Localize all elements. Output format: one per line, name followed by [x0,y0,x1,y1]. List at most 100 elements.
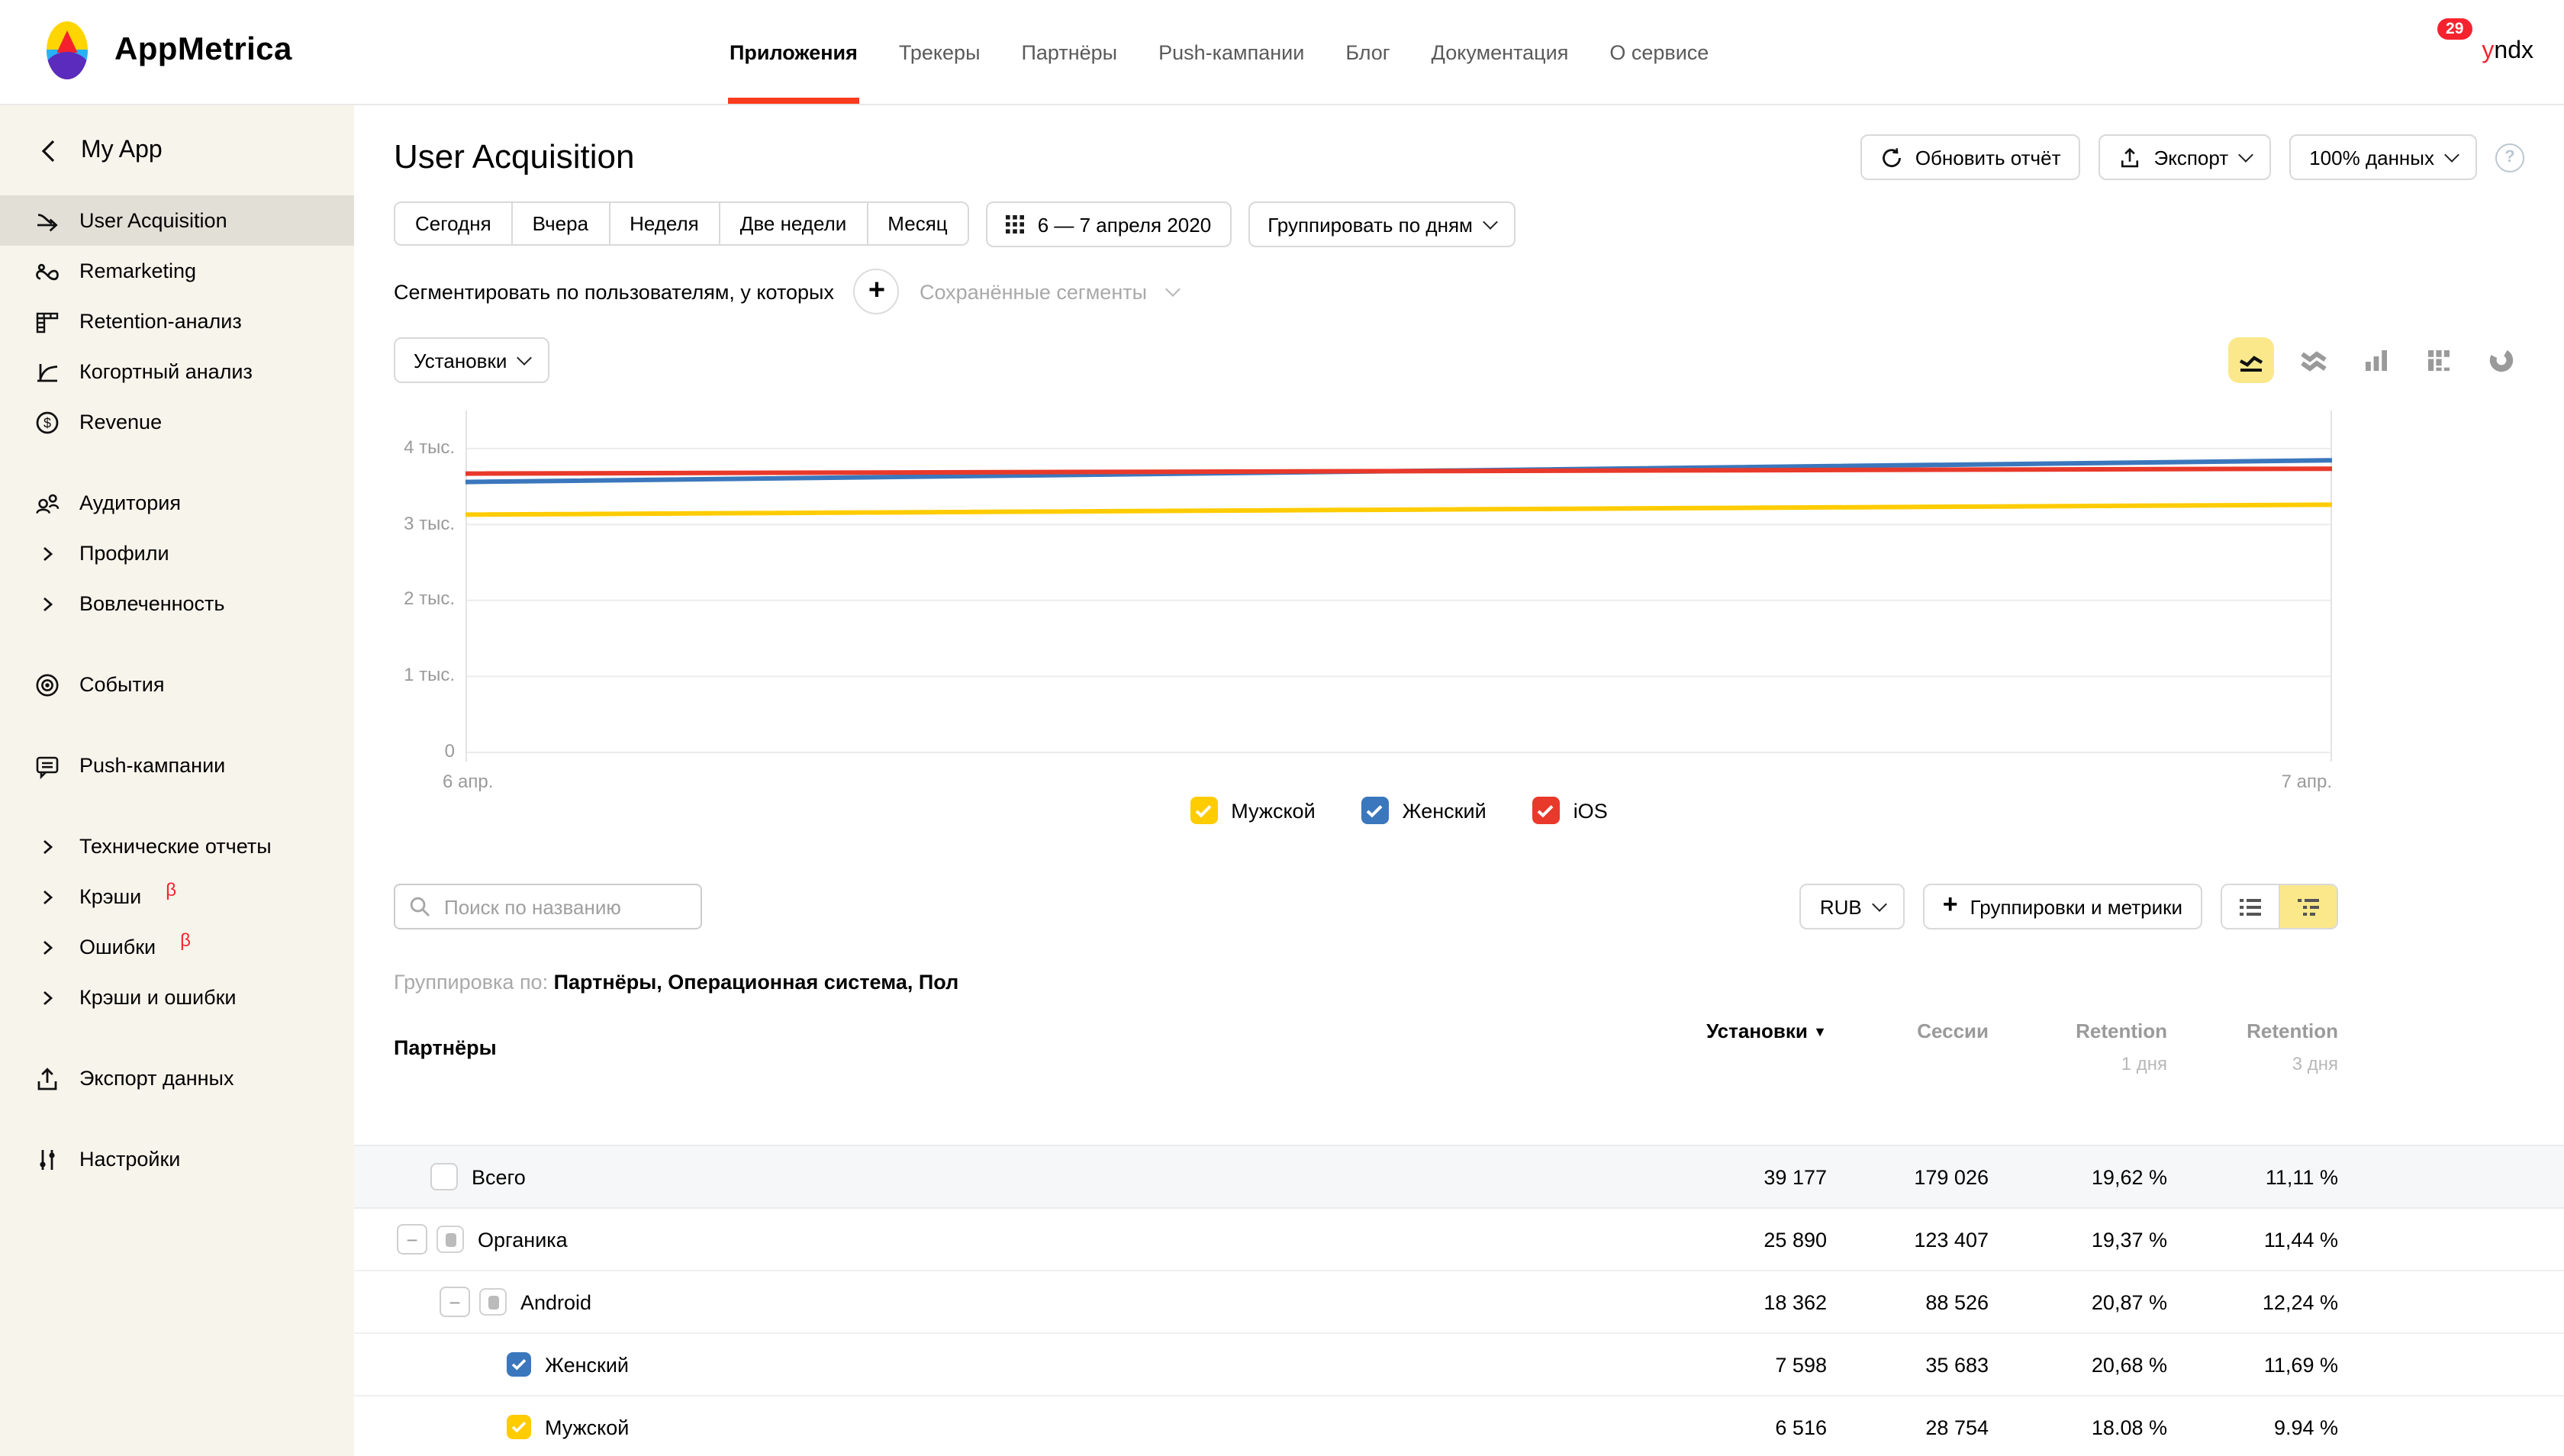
legend-item-male[interactable]: Мужской [1190,797,1316,824]
retention3-value: 11,69 % [2263,1353,2338,1376]
refresh-report-button[interactable]: Обновить отчёт [1860,134,2081,180]
table-row-total[interactable]: Всего 39 177 179 026 19,62 % 11,11 % [354,1145,2564,1209]
sessions-value: 35 683 [1925,1353,1989,1376]
sidebar-item-remarketing[interactable]: Remarketing [0,246,354,296]
line-chart[interactable] [465,411,2332,762]
x-axis-label-start: 6 апр. [443,771,494,792]
table-row-android[interactable]: − Android 18 362 88 526 20,87 % 12,24 % [354,1271,2564,1334]
metric-row: Установки [394,337,2524,383]
checkbox-empty[interactable] [430,1163,458,1190]
table-row-organic[interactable]: − Органика 25 890 123 407 19,37 % 11,44 … [354,1209,2564,1271]
segmentation-row: Сегментировать по пользователям, у котор… [394,269,2524,314]
preset-week[interactable]: Неделя [608,203,719,244]
nav-about[interactable]: О сервисе [1609,40,1709,63]
table-row-female[interactable]: Женский 7 598 35 683 20,68 % 11,69 % [354,1334,2564,1396]
chart-type-pie[interactable] [2479,337,2524,383]
sidebar-item-push-campaigns[interactable]: Push-кампании [0,740,354,791]
nav-blog[interactable]: Блог [1345,40,1390,63]
chevron-right-icon [34,590,61,617]
installs-value: 18 362 [1764,1290,1827,1313]
collapse-button[interactable]: − [440,1287,470,1317]
currency-dropdown[interactable]: RUB [1799,884,1905,929]
column-sessions[interactable]: Сессии [1917,1020,1989,1042]
preset-yesterday[interactable]: Вчера [511,203,609,244]
search-icon [409,896,430,917]
checkbox-indeterminate[interactable] [479,1288,507,1316]
sidebar-item-crashes[interactable]: Крэши β [0,871,354,922]
column-installs-sorted[interactable]: Установки ▼ [1706,1020,1827,1042]
sidebar-item-crashes-errors[interactable]: Крэши и ошибки [0,972,354,1023]
collapse-button[interactable]: − [397,1224,427,1255]
help-icon[interactable]: ? [2495,143,2524,172]
chart-type-area[interactable] [2291,337,2337,383]
metric-selector-dropdown[interactable]: Установки [394,337,550,383]
legend-item-ios[interactable]: iOS [1532,797,1608,824]
data-sampling-button[interactable]: 100% данных [2289,134,2477,180]
checkbox-checked-icon[interactable] [1190,797,1218,824]
export-button[interactable]: Экспорт [2099,134,2272,180]
table-row-male[interactable]: Мужской 6 516 28 754 18.08 % 9.94 % [354,1396,2564,1456]
sidebar-item-revenue[interactable]: $ Revenue [0,397,354,447]
chevron-right-icon [34,833,61,860]
groupings-metrics-button[interactable]: + Группировки и метрики [1922,884,2202,929]
retention-table-icon [34,308,61,335]
sidebar-item-audience[interactable]: Аудитория [0,478,354,528]
chart-type-line[interactable] [2228,337,2274,383]
preset-two-weeks[interactable]: Две недели [718,203,867,244]
nav-partners[interactable]: Партнёры [1021,40,1118,63]
avatar[interactable]: 29 [2401,15,2476,79]
sidebar-item-events[interactable]: События [0,659,354,710]
nav-apps[interactable]: Приложения [728,0,859,104]
checkbox-checked-icon[interactable] [1361,797,1389,824]
chevron-down-icon [1164,282,1180,297]
username[interactable]: yndx [2482,37,2533,63]
chart-type-stacked[interactable] [2416,337,2462,383]
column-retention-3[interactable]: Retention [2247,1020,2338,1042]
legend-item-female[interactable]: Женский [1361,797,1487,824]
table-view-toggle [2221,884,2338,929]
group-by-dropdown[interactable]: Группировать по дням [1248,201,1516,247]
checkbox-indeterminate[interactable] [436,1226,464,1253]
date-preset-group: Сегодня Вчера Неделя Две недели Месяц [394,201,969,246]
chart-type-bar[interactable] [2353,337,2399,383]
date-range-picker[interactable]: 6 — 7 апреля 2020 [985,201,1232,247]
segment-label: Сегментировать по пользователям, у котор… [394,280,834,303]
y-axis-tick: 3 тыс. [404,512,455,534]
search-input[interactable] [441,894,687,920]
nav-push-campaigns[interactable]: Push-кампании [1158,40,1305,63]
notification-badge[interactable]: 29 [2434,15,2476,43]
sidebar-item-cohort[interactable]: Когортный анализ [0,346,354,397]
preset-month[interactable]: Месяц [866,203,968,244]
flat-list-view-button[interactable] [2222,885,2279,928]
chevron-down-icon [2444,147,2459,163]
page-title: User Acquisition [394,137,635,176]
sidebar-item-data-export[interactable]: Экспорт данных [0,1053,354,1103]
grouping-value[interactable]: Партнёры, Операционная система, Пол [553,971,959,994]
checkbox-checked-icon[interactable] [1532,797,1560,824]
back-to-apps[interactable]: My App [0,104,354,195]
sidebar-item-user-acquisition[interactable]: User Acquisition [0,195,354,246]
sidebar-item-retention[interactable]: Retention-анализ [0,296,354,346]
sidebar-item-profiles[interactable]: Профили [0,528,354,578]
checkbox-checked-blue[interactable] [507,1352,531,1377]
sidebar-item-settings[interactable]: Настройки [0,1134,354,1184]
column-partners[interactable]: Партнёры [394,1036,497,1058]
tree-view-button[interactable] [2279,885,2337,928]
checkbox-checked-yellow[interactable] [507,1415,531,1439]
user-menu[interactable]: 29 yndx [2401,15,2533,79]
retention1-value: 19,37 % [2091,1228,2167,1251]
column-retention-1[interactable]: Retention [2076,1020,2167,1042]
add-segment-button[interactable]: + [853,269,900,314]
nav-trackers[interactable]: Трекеры [898,40,981,63]
sidebar-item-tech-reports[interactable]: Технические отчеты [0,821,354,871]
sidebar-item-errors[interactable]: Ошибки β [0,922,354,972]
main-content: User Acquisition Обновить отчёт [354,104,2564,1456]
sidebar-item-engagement[interactable]: Вовлеченность [0,578,354,629]
sessions-value: 179 026 [1914,1165,1989,1188]
saved-segments-dropdown[interactable]: Сохранённые сегменты [919,280,1148,303]
appmetrica-logo[interactable]: AppMetrica [37,20,292,81]
installs-value: 25 890 [1764,1228,1827,1251]
nav-docs[interactable]: Документация [1431,40,1569,63]
preset-today[interactable]: Сегодня [395,203,511,244]
search-box[interactable] [394,884,702,929]
